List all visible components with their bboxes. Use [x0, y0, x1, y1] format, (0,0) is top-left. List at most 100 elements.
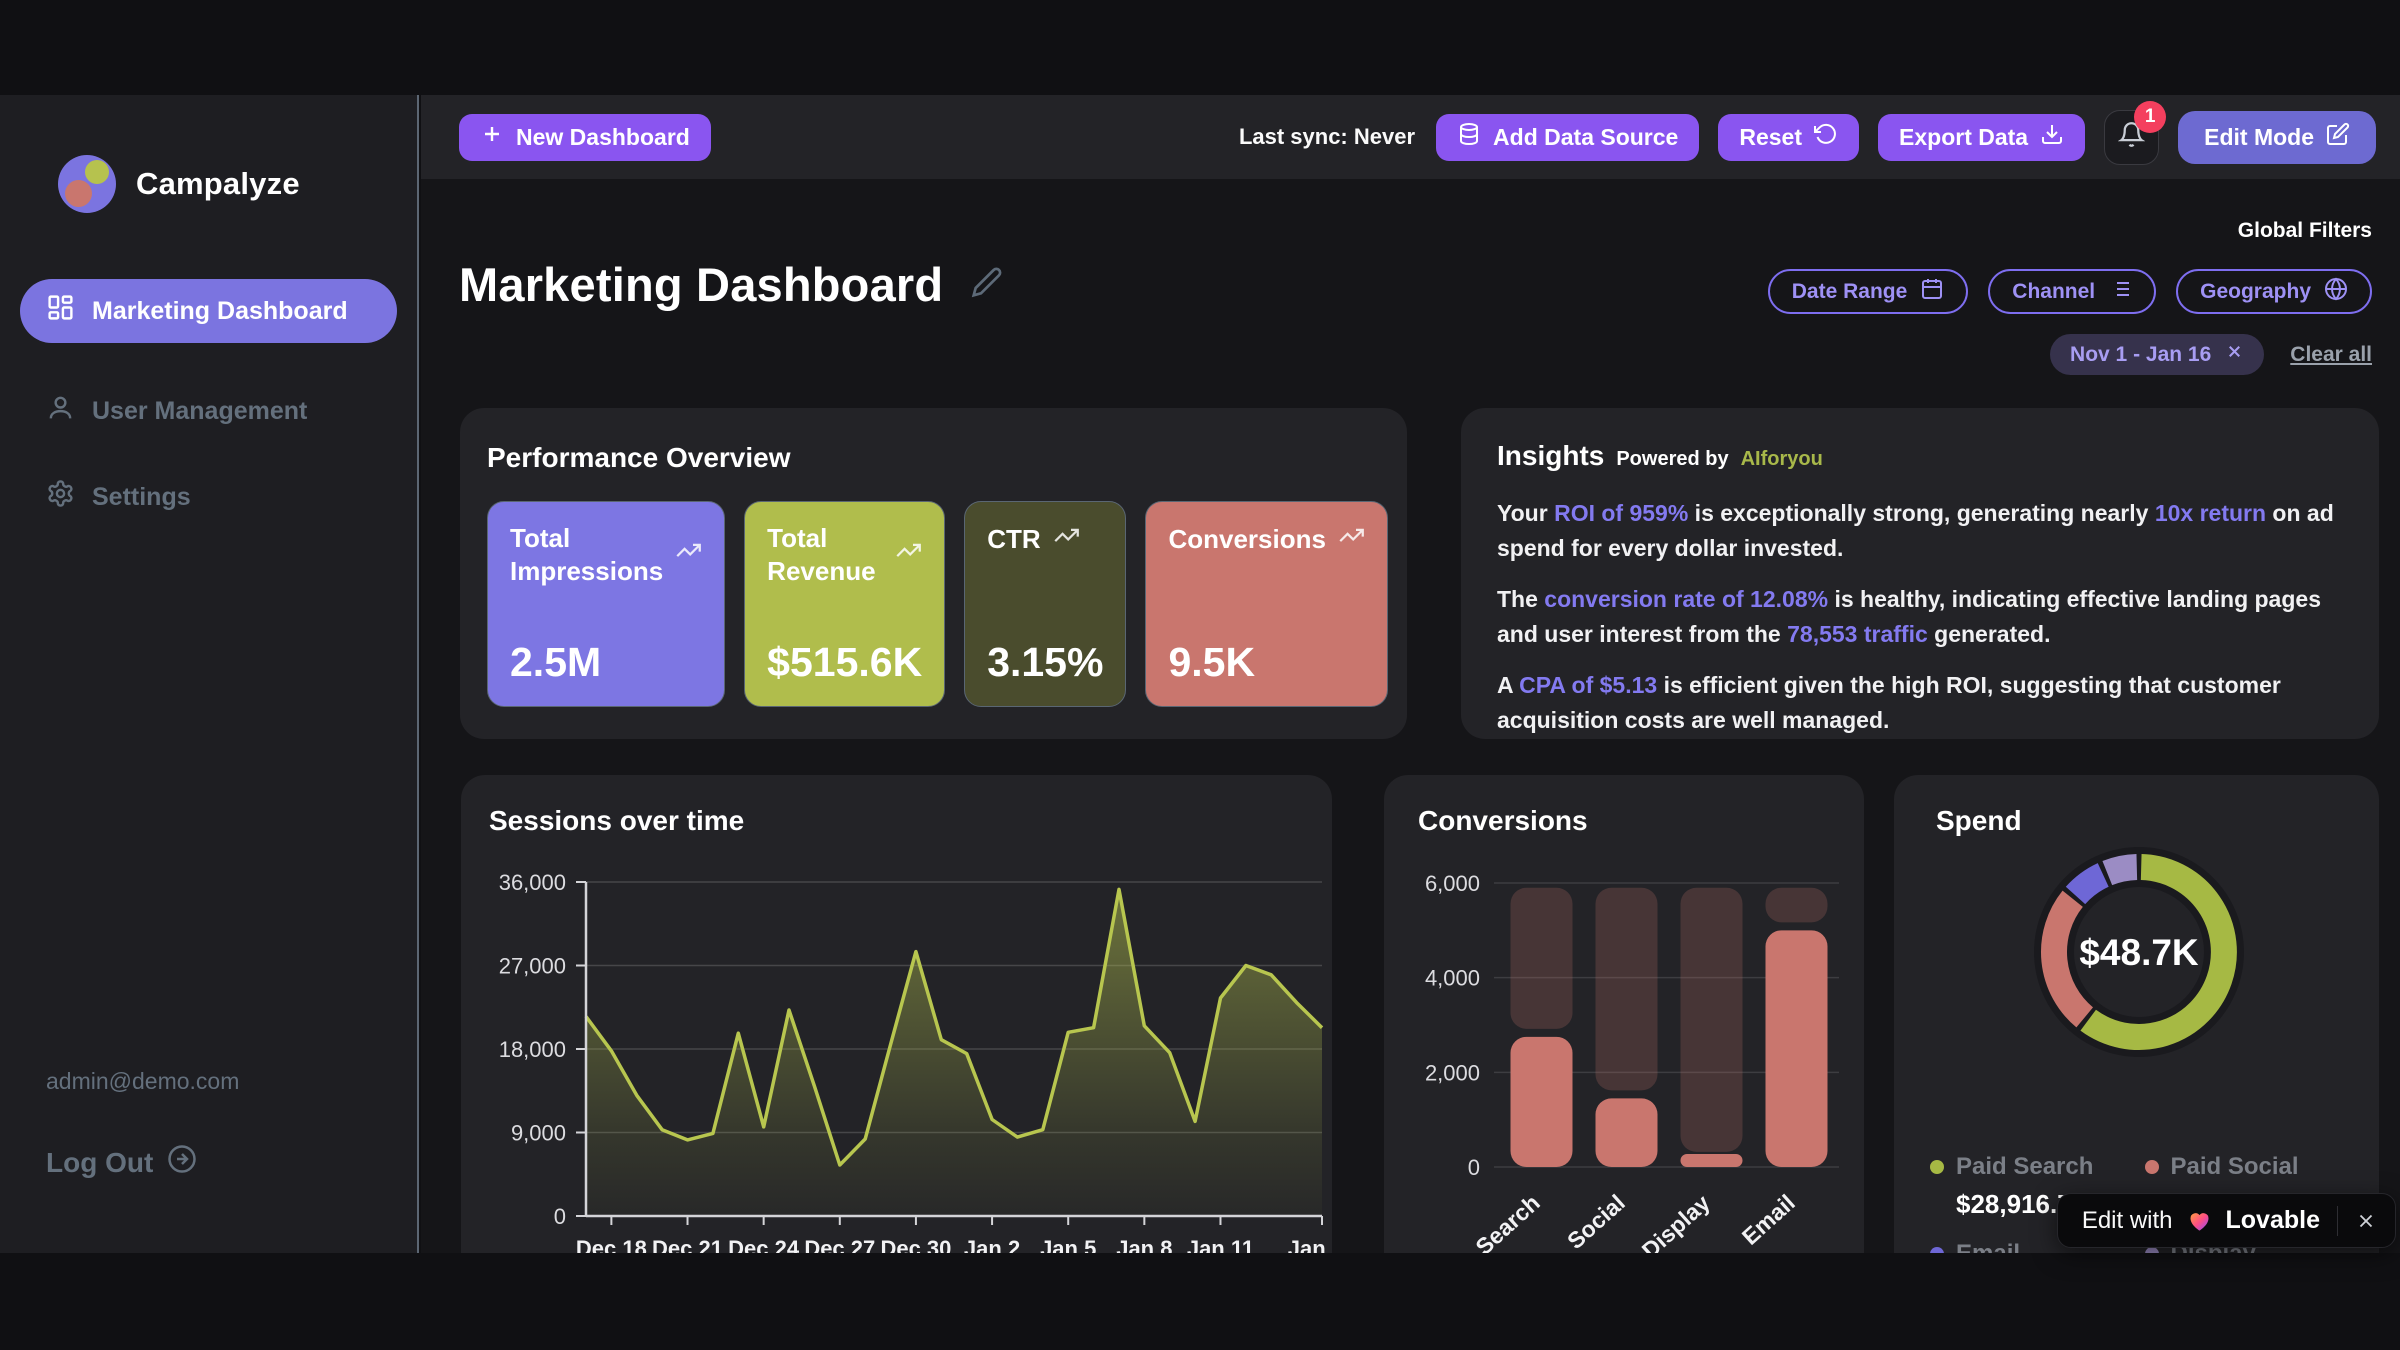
performance-overview-heading: Performance Overview	[487, 442, 791, 473]
legend-item-email: Email	[1930, 1240, 2145, 1253]
brand: Campalyze	[0, 95, 417, 213]
badge-close-icon[interactable]	[2355, 1210, 2377, 1232]
calendar-icon	[1920, 277, 1944, 307]
insights-paragraphs: Your ROI of 959% is exceptionally strong…	[1497, 496, 2343, 737]
spend-donut-chart[interactable]: $48.7K	[1894, 775, 2379, 1145]
sidebar-item-settings[interactable]: Settings	[0, 479, 417, 515]
kpi-label: Conversions	[1168, 524, 1326, 554]
global-filters: Global Filters Date Range Channel Geogra…	[1767, 219, 2372, 375]
download-icon	[2040, 122, 2064, 152]
user-email: admin@demo.com	[46, 1068, 240, 1094]
user-icon	[46, 393, 75, 429]
svg-text:Dec 21: Dec 21	[652, 1236, 723, 1253]
trending-up-icon	[1053, 522, 1080, 557]
svg-text:Jan 11: Jan 11	[1187, 1236, 1254, 1253]
paid-social-dot-icon	[2144, 1160, 2159, 1174]
chip-close-icon[interactable]	[2225, 342, 2244, 367]
svg-text:Dec 30: Dec 30	[880, 1236, 951, 1253]
sidebar-item-marketing-dashboard[interactable]: Marketing Dashboard	[20, 279, 397, 343]
logout-button[interactable]: Log Out	[46, 1144, 197, 1181]
kpi-value: 2.5M	[510, 639, 602, 685]
date-range-label: Date Range	[1791, 279, 1908, 303]
channel-filter-button[interactable]: Channel	[1988, 269, 2157, 314]
list-icon	[2108, 277, 2132, 307]
arrow-right-circle-icon	[167, 1144, 197, 1181]
kpi-value: 9.5K	[1168, 639, 1256, 685]
trending-up-icon	[675, 537, 702, 572]
lovable-heart-icon	[2190, 1213, 2209, 1231]
topbar: New Dashboard Last sync: Never Add Data …	[421, 95, 2400, 179]
edit-with-lovable-badge[interactable]: Edit with Lovable	[2056, 1193, 2396, 1248]
kpi-card-total-impressions[interactable]: Total Impressions 2.5M	[487, 501, 726, 707]
ai-provider-name: AIforyou	[1740, 448, 1823, 470]
insight-paragraph: The conversion rate of 12.08% is healthy…	[1497, 586, 2321, 647]
global-filters-heading: Global Filters	[2237, 219, 2372, 242]
topbar-right: Last sync: Never Add Data Source Reset E…	[1238, 100, 2376, 165]
sidebar-item-label: User Management	[92, 396, 308, 425]
edit-square-icon	[2326, 122, 2350, 152]
new-dashboard-button[interactable]: New Dashboard	[459, 113, 711, 161]
svg-text:$48.7K: $48.7K	[2079, 932, 2199, 973]
svg-text:6,000: 6,000	[1425, 871, 1480, 896]
insights-heading: Insights	[1497, 440, 1605, 471]
edit-title-pencil-icon[interactable]	[971, 266, 1003, 303]
edit-mode-button[interactable]: Edit Mode	[2178, 110, 2376, 164]
sessions-chart-card: Sessions over time 0 9,000 18,000 27,000 36,…	[461, 775, 1332, 1253]
last-sync-status: Last sync: Never	[1238, 124, 1416, 149]
export-data-button[interactable]: Export Data	[1878, 113, 2086, 161]
svg-text:Jan 15: Jan 15	[1288, 1236, 1332, 1253]
svg-text:Jan 8: Jan 8	[1116, 1236, 1172, 1253]
notifications-button[interactable]: 1	[2104, 100, 2167, 165]
new-dashboard-label: New Dashboard	[516, 123, 690, 150]
svg-text:Dec 27: Dec 27	[804, 1236, 875, 1253]
gear-icon	[46, 479, 75, 515]
trending-up-icon	[1338, 522, 1365, 557]
sessions-area-chart[interactable]: 0 9,000 18,000 27,000 36,000 Dec 18 Dec 21 Dec …	[461, 775, 1332, 1253]
bell-icon	[2117, 121, 2146, 153]
edit-with-label: Edit with	[2081, 1206, 2173, 1234]
spend-chart-heading: Spend	[1936, 805, 2022, 836]
svg-text:0: 0	[1468, 1155, 1480, 1180]
svg-text:9,000: 9,000	[511, 1121, 566, 1146]
legend-label: Email	[1956, 1240, 2020, 1253]
add-data-source-label: Add Data Source	[1493, 123, 1679, 150]
conversions-bar-chart[interactable]: 0 2,000 4,000 6,000 Search Social Display Email	[1384, 775, 1864, 1253]
svg-text:36,000: 36,000	[499, 870, 566, 895]
logo-olive-dot	[85, 160, 109, 184]
logout-label: Log Out	[46, 1146, 154, 1178]
sidebar: Campalyze Marketing Dashboard User Manag…	[0, 95, 419, 1253]
geography-filter-button[interactable]: Geography	[2176, 269, 2372, 314]
export-data-label: Export Data	[1899, 123, 2029, 150]
globe-icon	[2324, 277, 2348, 307]
geography-label: Geography	[2200, 279, 2311, 303]
kpi-value: 3.15%	[987, 639, 1104, 685]
badge-divider	[2337, 1205, 2338, 1236]
kpi-label: CTR	[987, 524, 1041, 554]
date-range-filter-button[interactable]: Date Range	[1767, 269, 1969, 314]
svg-text:0: 0	[554, 1204, 566, 1229]
kpi-card-total-revenue[interactable]: Total Revenue $515.6K	[744, 501, 946, 707]
trending-up-icon	[895, 537, 922, 572]
sidebar-item-label: Marketing Dashboard	[92, 296, 348, 325]
add-data-source-button[interactable]: Add Data Source	[1436, 113, 1700, 161]
rotate-ccw-icon	[1814, 122, 1838, 152]
kpi-card-ctr[interactable]: CTR 3.15%	[964, 501, 1127, 707]
display-dot-icon	[2144, 1247, 2159, 1253]
brand-name: Campalyze	[136, 166, 300, 201]
lovable-label: Lovable	[2225, 1206, 2320, 1234]
sidebar-item-user-management[interactable]: User Management	[0, 393, 417, 429]
brand-logo-icon	[58, 155, 116, 213]
notification-badge: 1	[2134, 100, 2167, 133]
spend-chart-card: Spend $48.7K Paid Search $28,916.74 Paid…	[1894, 775, 2379, 1253]
email-dot-icon	[1930, 1247, 1944, 1253]
date-filter-chip[interactable]: Nov 1 - Jan 16	[2050, 334, 2265, 375]
reset-button[interactable]: Reset	[1718, 113, 1860, 161]
insight-paragraph: Your ROI of 959% is exceptionally strong…	[1497, 500, 2334, 561]
kpi-label: Total Impressions	[510, 523, 664, 586]
svg-text:Jan 2: Jan 2	[964, 1236, 1020, 1253]
svg-text:Search: Search	[1470, 1189, 1544, 1253]
reset-label: Reset	[1739, 123, 1803, 150]
kpi-card-conversions[interactable]: Conversions 9.5K	[1145, 501, 1388, 707]
clear-all-link[interactable]: Clear all	[2290, 342, 2372, 366]
main-content: Marketing Dashboard Global Filters Date …	[421, 179, 2400, 1253]
